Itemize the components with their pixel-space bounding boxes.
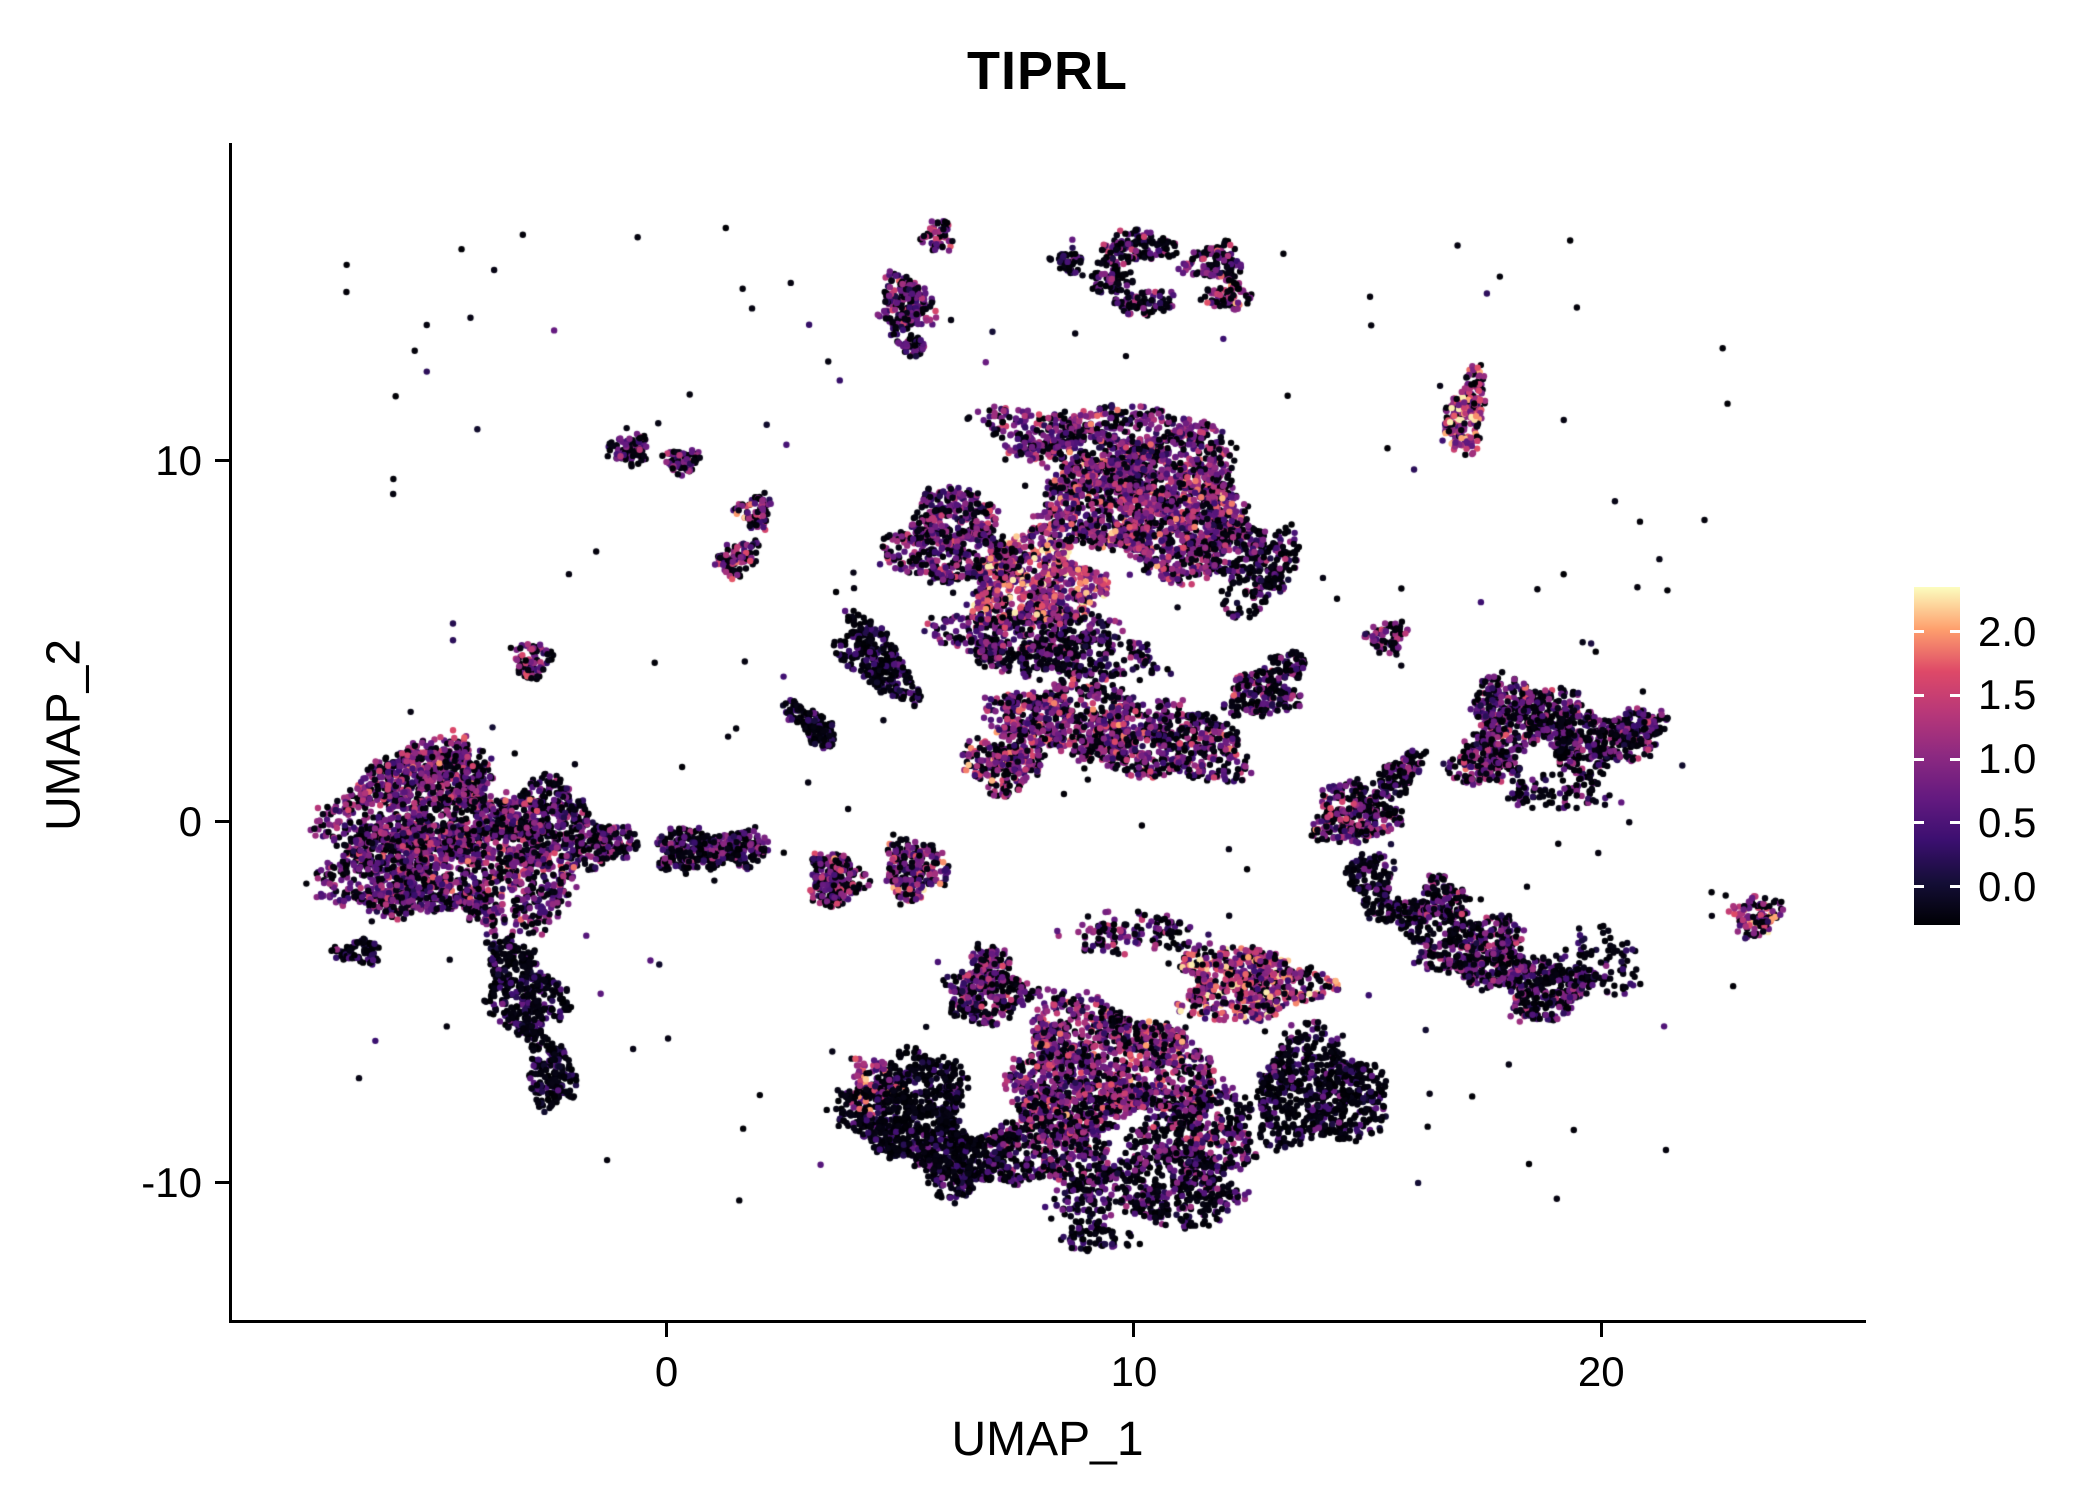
x-tick-label: 20 — [1577, 1348, 1625, 1395]
colorbar-tick-label: 0.0 — [1978, 862, 2037, 910]
colorbar-tick-mark — [1914, 693, 1924, 697]
colorbar-gradient — [1914, 587, 1960, 925]
scatter-plot-canvas — [232, 143, 1863, 1320]
y-axis-line — [229, 143, 232, 1323]
y-tick-label: -10 — [141, 1158, 202, 1206]
y-tick-mark — [215, 820, 229, 824]
colorbar-tick-mark — [1914, 885, 1924, 889]
colorbar-tick-mark — [1914, 757, 1924, 761]
colorbar-tick-label: 0.5 — [1978, 798, 2037, 846]
y-tick-label: 0 — [178, 797, 202, 845]
colorbar-tick-mark — [1914, 821, 1924, 825]
colorbar-tick-mark — [1950, 885, 1960, 889]
colorbar-tick-label: 2.0 — [1978, 607, 2037, 655]
colorbar-tick-label: 1.5 — [1978, 671, 2037, 719]
x-tick-label: 10 — [1110, 1348, 1158, 1395]
x-tick-mark — [1132, 1323, 1136, 1337]
colorbar-tick-mark — [1950, 630, 1960, 634]
y-tick-mark — [215, 1181, 229, 1185]
colorbar-tick-mark — [1950, 757, 1960, 761]
x-tick-mark — [665, 1323, 669, 1337]
colorbar-tick-mark — [1950, 693, 1960, 697]
colorbar-tick-mark — [1950, 821, 1960, 825]
x-axis-line — [229, 1320, 1866, 1323]
plot-title: TIPRL — [967, 41, 1128, 101]
y-tick-mark — [215, 459, 229, 463]
x-tick-mark — [1599, 1323, 1603, 1337]
colorbar-tick-label: 1.0 — [1978, 735, 2037, 783]
x-tick-label: 0 — [654, 1348, 679, 1395]
colorbar-tick-mark — [1914, 630, 1924, 634]
y-tick-label: 10 — [155, 436, 202, 484]
x-axis-title: UMAP_1 — [951, 1413, 1144, 1466]
